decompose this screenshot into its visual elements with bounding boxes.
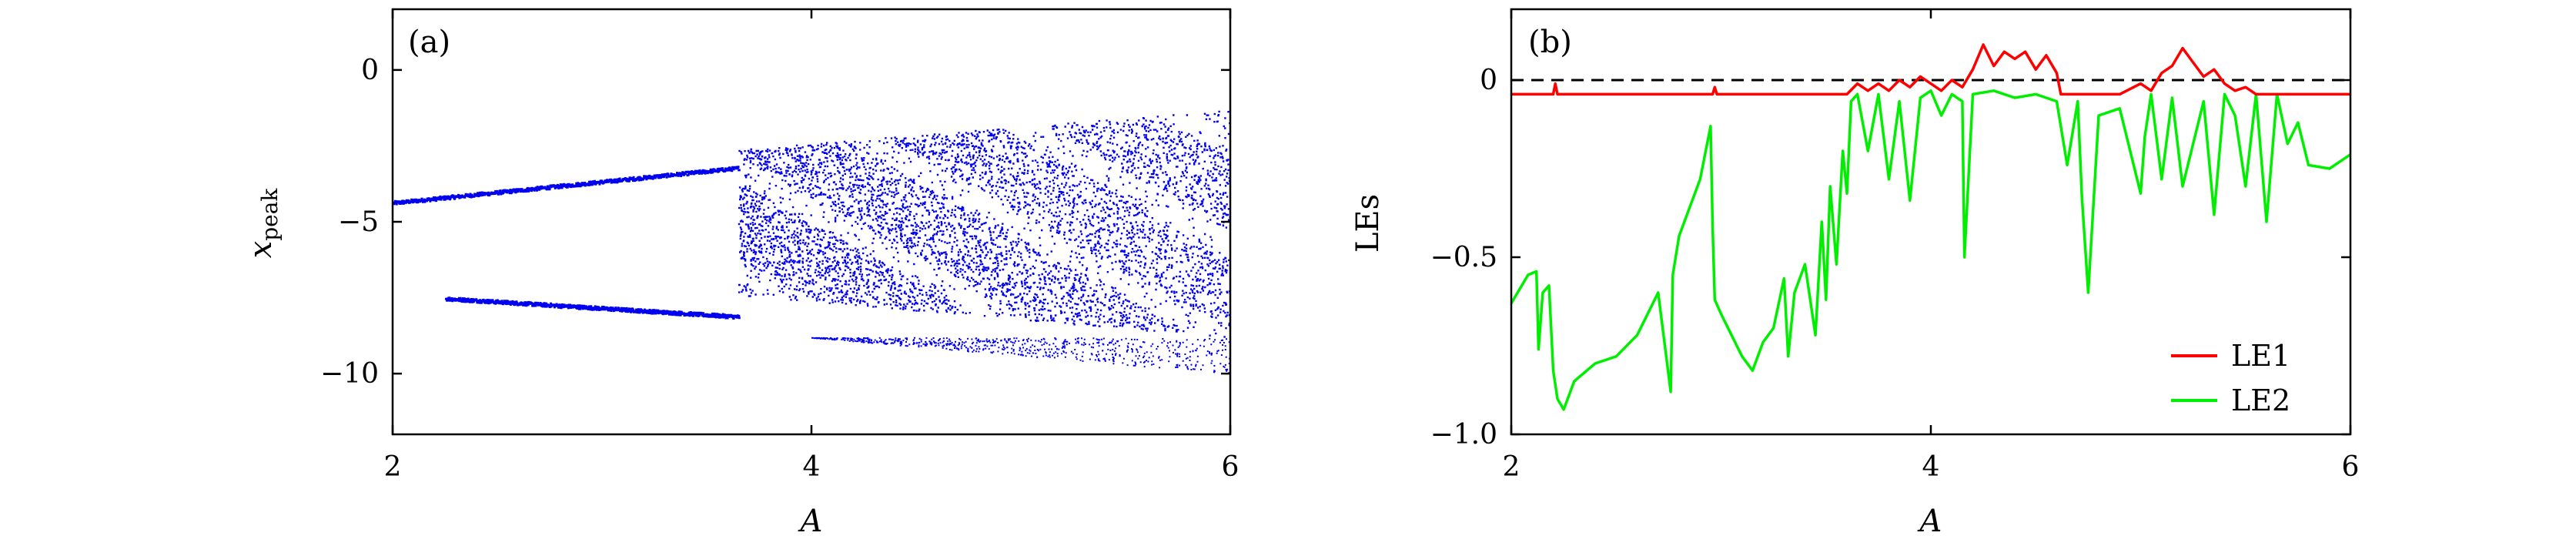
series-line-le2	[1511, 89, 2350, 411]
x-axis-label-b: A	[1917, 504, 1942, 539]
svg-text:xpeak: xpeak	[243, 188, 283, 259]
y-axis-label-b: LEs	[1350, 194, 1386, 253]
x-tick-label-b: 2	[1503, 451, 1521, 483]
x-axis-label-a: A	[798, 504, 823, 539]
plot-frame-b	[1510, 8, 2352, 436]
bifurcation-panel: 2 4 6 0 −5 −10 (a) A xpeak	[243, 8, 1239, 539]
bifurcation-dots	[393, 110, 1230, 374]
y-tick-label-b: −0.5	[1430, 242, 1497, 273]
panel-label-b: (b)	[1528, 25, 1572, 60]
panel-label-a: (a)	[408, 25, 450, 60]
y-axis-label-sub: peak	[257, 188, 283, 241]
axis-ticks-b: 2 4 6 0 −0.5 −1.0	[1430, 9, 2360, 483]
x-tick-label-a: 6	[1222, 451, 1239, 483]
y-axis-label-main: x	[243, 241, 279, 259]
y-axis-label-a: xpeak	[243, 188, 283, 259]
legend-label-le1: LE1	[2231, 339, 2290, 373]
x-tick-label-a: 2	[384, 451, 402, 483]
series-line-le1	[1511, 43, 2350, 96]
lyapunov-lines	[1511, 43, 2350, 411]
y-tick-label-a: 0	[361, 55, 379, 86]
x-tick-label-b: 4	[1922, 451, 1940, 483]
bifurcation-points	[393, 110, 1230, 374]
x-tick-label-a: 4	[803, 451, 821, 483]
y-tick-label-a: −5	[338, 206, 379, 238]
axis-ticks-a: 2 4 6 0 −5 −10	[320, 9, 1239, 483]
x-tick-label-b: 6	[2342, 451, 2360, 483]
y-tick-label-a: −10	[320, 358, 379, 390]
legend-label-le2: LE2	[2231, 384, 2290, 417]
legend: LE1 LE2	[2171, 339, 2290, 417]
lyapunov-panel: 2 4 6 0 −0.5 −1.0 (b) A LEs LE1 LE2	[1350, 8, 2360, 539]
y-tick-label-b: 0	[1480, 65, 1497, 96]
plot-frame-a	[391, 8, 1232, 436]
y-tick-label-b: −1.0	[1430, 419, 1497, 451]
